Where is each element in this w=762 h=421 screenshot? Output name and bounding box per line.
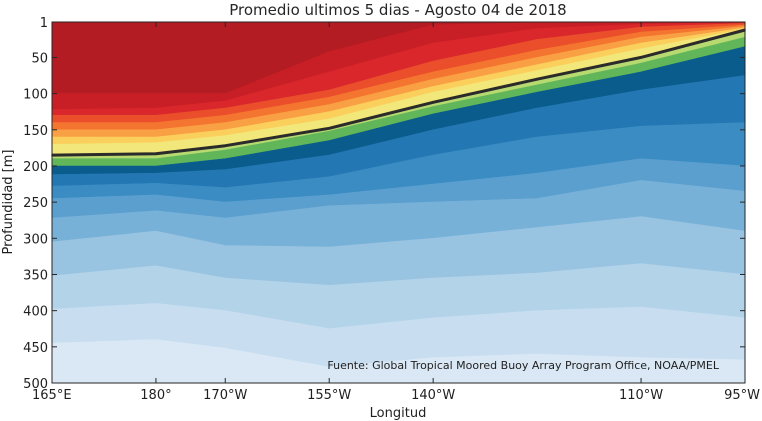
isotherm-point: [155, 152, 157, 155]
x-axis-ticks: 165°E 180° 170°W 155°W 140°W 110°W 95°W: [32, 22, 760, 403]
x-tick-label: 170°W: [203, 388, 247, 403]
y-axis-label: Profundidad [m]: [1, 150, 16, 255]
isotherm-point: [536, 78, 538, 80]
y-tick-label: 150: [23, 124, 48, 139]
source-note: Fuente: Global Tropical Moored Buoy Arra…: [327, 359, 719, 372]
x-tick-label: 140°W: [411, 388, 455, 403]
isotherm-point: [432, 101, 435, 104]
chart-title: Promedio ultimos 5 dias - Agosto 04 de 2…: [229, 1, 566, 19]
y-tick-label: 350: [23, 268, 48, 283]
y-tick-label: 450: [23, 341, 48, 356]
isotherm-point: [224, 144, 227, 147]
isotherm-20c-line: [51, 28, 746, 157]
y-tick-label: 50: [31, 51, 48, 66]
y-tick-label: 500: [23, 377, 48, 392]
x-tick-label: 165°E: [32, 388, 72, 403]
y-tick-label: 300: [23, 232, 48, 247]
plot-area: [51, 21, 746, 384]
y-tick-label: 200: [23, 160, 48, 175]
y-tick-label: 100: [23, 88, 48, 103]
isotherm-20c-path: [51, 28, 746, 157]
x-axis-label: Longitud: [370, 406, 427, 421]
x-tick-label: 95°W: [724, 388, 760, 403]
isotherm-point: [640, 56, 642, 59]
x-tick-label: 155°W: [307, 388, 351, 403]
x-tick-label: 180°: [140, 388, 171, 403]
y-tick-label: 250: [23, 196, 48, 211]
y-tick-label: 400: [23, 305, 48, 320]
isotherm-point: [328, 127, 331, 130]
x-tick-label: 110°W: [619, 388, 663, 403]
y-tick-label: 1: [40, 16, 48, 31]
